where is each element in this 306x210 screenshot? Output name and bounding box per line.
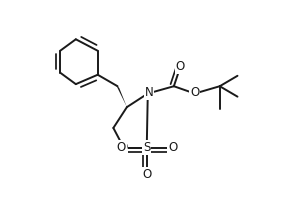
Polygon shape <box>116 85 127 107</box>
Text: O: O <box>168 141 177 154</box>
Text: O: O <box>142 168 151 181</box>
Text: O: O <box>176 60 185 73</box>
Text: O: O <box>118 141 127 154</box>
Text: S: S <box>143 141 151 154</box>
Text: O: O <box>190 86 199 99</box>
Text: O: O <box>117 141 126 154</box>
Text: N: N <box>144 86 153 99</box>
